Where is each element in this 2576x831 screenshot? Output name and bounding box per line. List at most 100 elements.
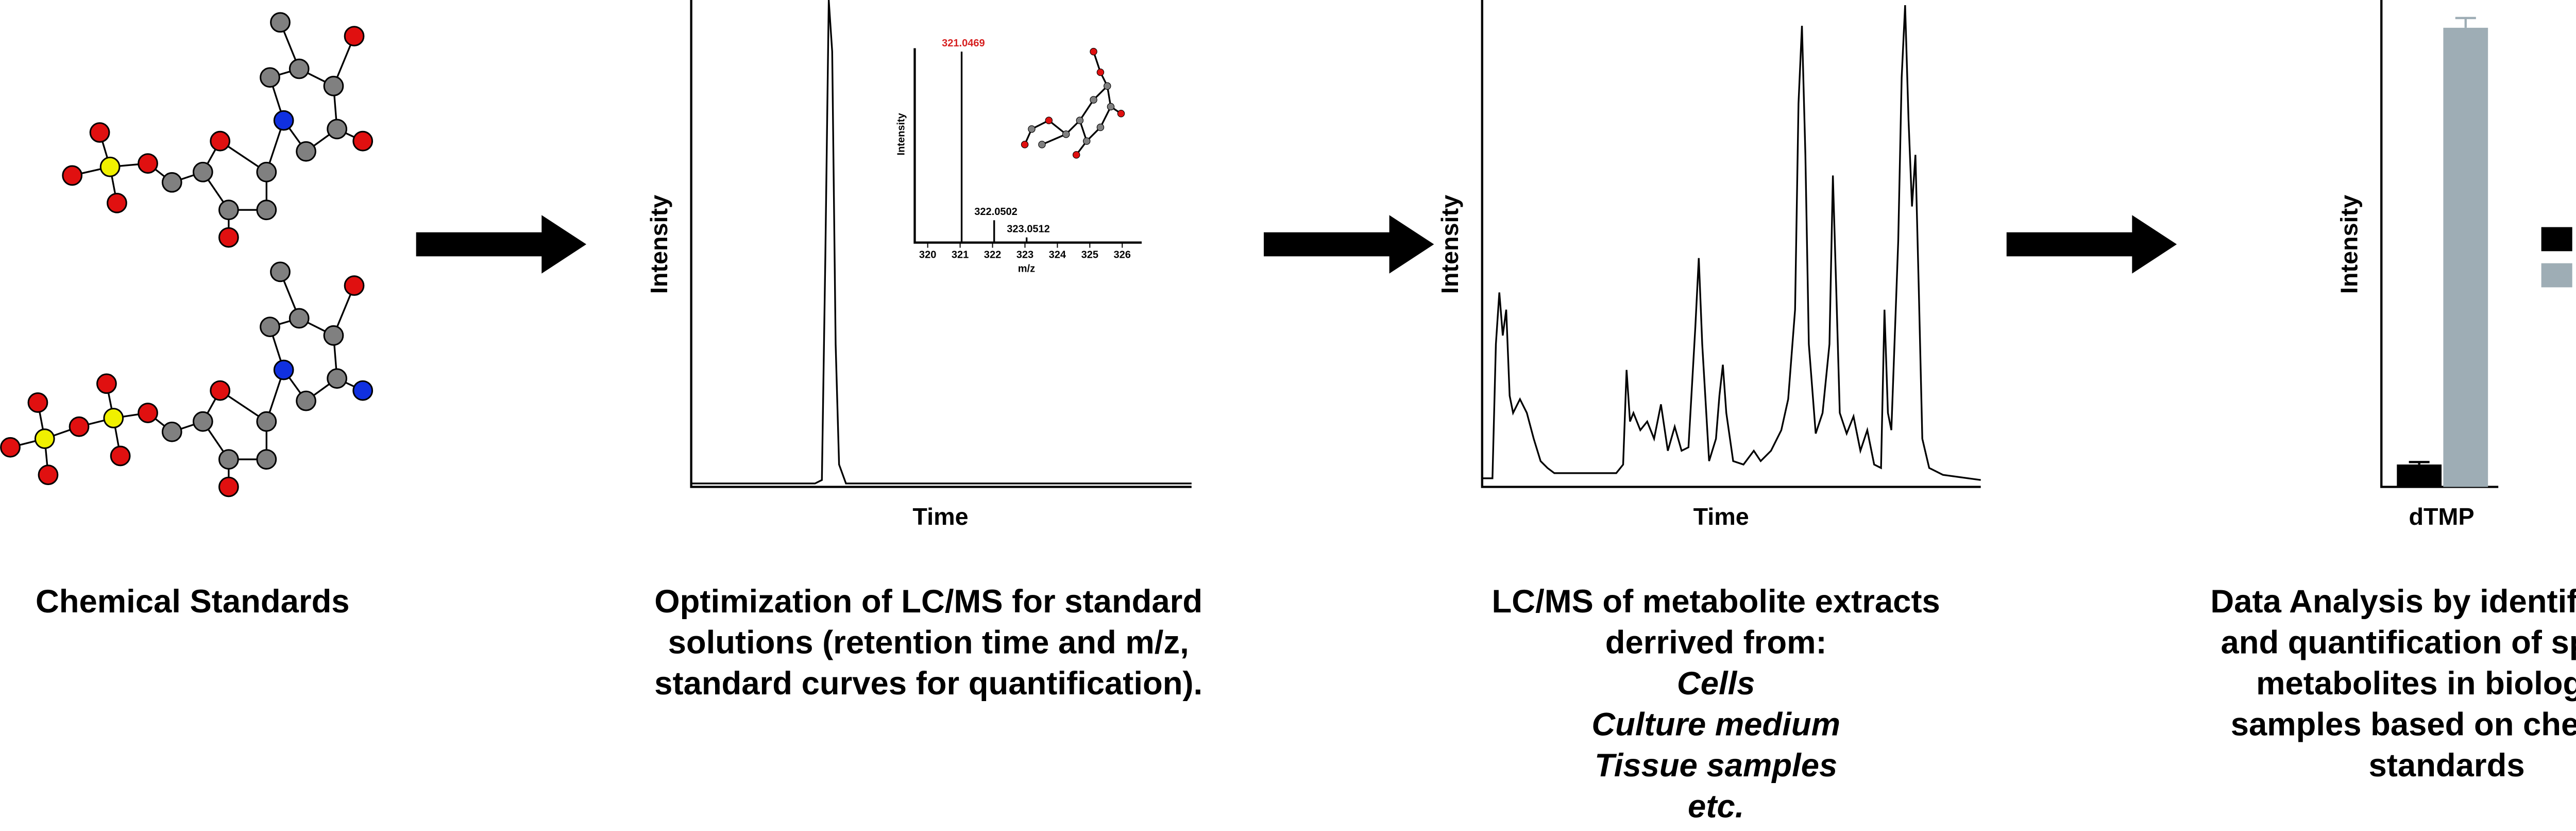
inset-x-label: m/z bbox=[1018, 263, 1035, 274]
atom bbox=[327, 119, 348, 140]
caption-line: LC/MS of metabolite extracts bbox=[1492, 584, 1940, 620]
bar bbox=[2443, 27, 2488, 487]
inset-y-label: Intensity bbox=[895, 112, 907, 155]
x-tick-label: 323 bbox=[1016, 250, 1033, 261]
atom bbox=[1045, 117, 1053, 124]
atom bbox=[1096, 68, 1105, 76]
atom bbox=[89, 122, 110, 143]
inset-axes bbox=[913, 48, 1142, 244]
atom bbox=[323, 325, 344, 346]
peak-label: 323.0512 bbox=[1007, 224, 1049, 235]
x-tick-label: 320 bbox=[919, 250, 936, 261]
atom bbox=[260, 67, 280, 88]
atom bbox=[273, 110, 294, 131]
caption-line: and quantification of specific bbox=[2221, 625, 2576, 661]
atom bbox=[107, 192, 127, 213]
atom bbox=[138, 403, 158, 423]
atom bbox=[1082, 137, 1091, 145]
peak-label: 322.0502 bbox=[974, 206, 1017, 218]
atom bbox=[218, 449, 239, 470]
caption-line: metabolites in biological bbox=[2256, 666, 2576, 702]
atom bbox=[273, 359, 294, 380]
error-bar bbox=[2409, 461, 2430, 465]
atom bbox=[1090, 96, 1097, 104]
caption-line: etc. bbox=[1688, 788, 1744, 824]
atom bbox=[138, 153, 158, 174]
atom bbox=[1096, 123, 1105, 131]
caption-line: Data Analysis by identification bbox=[2210, 584, 2576, 620]
x-tick-label: dTMP bbox=[2409, 503, 2474, 530]
atom bbox=[210, 380, 231, 401]
atom bbox=[218, 476, 239, 497]
atom bbox=[344, 26, 365, 46]
caption-line: Cells bbox=[1677, 666, 1755, 702]
atom bbox=[344, 275, 365, 296]
x-tick-label: 325 bbox=[1081, 250, 1098, 261]
peak-label: 321.0469 bbox=[942, 38, 985, 49]
atom bbox=[260, 317, 280, 338]
atom bbox=[161, 421, 182, 442]
atom bbox=[256, 200, 277, 221]
legend-swatch bbox=[2541, 263, 2572, 288]
arrow bbox=[2006, 215, 2177, 274]
atom bbox=[256, 449, 277, 470]
atom bbox=[1072, 151, 1080, 159]
atom bbox=[352, 130, 374, 152]
atom bbox=[0, 437, 21, 458]
atom bbox=[289, 308, 310, 329]
atom bbox=[1104, 82, 1111, 90]
atom bbox=[69, 416, 90, 437]
bond bbox=[1099, 106, 1112, 128]
molecules bbox=[0, 12, 374, 497]
caption-line: Optimization of LC/MS for standard bbox=[654, 584, 1202, 620]
bond bbox=[1079, 99, 1094, 121]
atom bbox=[1062, 130, 1070, 138]
caption-line: standards bbox=[2369, 747, 2525, 784]
atom bbox=[270, 261, 291, 282]
atom bbox=[1107, 103, 1115, 111]
bond bbox=[1041, 133, 1066, 145]
atom bbox=[192, 161, 213, 182]
atom bbox=[256, 161, 277, 182]
arrow bbox=[1263, 215, 1434, 274]
atom bbox=[218, 227, 239, 248]
atom bbox=[1117, 110, 1125, 118]
chromatogram-line bbox=[1482, 5, 1981, 481]
atom bbox=[1076, 117, 1084, 124]
caption-line: standard curves for quantification). bbox=[654, 666, 1202, 702]
chromatogram-line bbox=[691, 0, 1192, 485]
atom bbox=[38, 464, 59, 486]
atom bbox=[62, 165, 83, 186]
error-bar bbox=[2455, 16, 2476, 28]
atom bbox=[34, 428, 55, 449]
atom bbox=[323, 76, 344, 96]
caption-line: derrived from: bbox=[1605, 625, 1827, 661]
caption-line: Culture medium bbox=[1591, 706, 1840, 742]
atom bbox=[1021, 141, 1029, 148]
legend-swatch bbox=[2541, 227, 2572, 252]
y-axis-label: Intensity bbox=[646, 195, 672, 294]
atom bbox=[161, 172, 182, 193]
atom bbox=[1028, 125, 1036, 133]
atom bbox=[210, 130, 231, 152]
atom bbox=[103, 408, 124, 428]
arrow bbox=[416, 215, 587, 274]
caption-line: Chemical Standards bbox=[36, 584, 350, 620]
caption-line: solutions (retention time and m/z, bbox=[668, 625, 1189, 661]
atom bbox=[296, 390, 316, 411]
caption-line: samples based on chemical bbox=[2231, 706, 2576, 742]
atom bbox=[289, 58, 310, 79]
axes bbox=[1481, 0, 1981, 488]
x-tick-label: 322 bbox=[984, 250, 1001, 261]
atom bbox=[1038, 141, 1046, 148]
x-axis-label: Time bbox=[1693, 503, 1749, 530]
bar bbox=[2397, 464, 2442, 487]
atom bbox=[27, 392, 48, 413]
atom bbox=[296, 141, 316, 162]
x-tick-label: 321 bbox=[952, 250, 969, 261]
atom bbox=[352, 380, 374, 401]
inset-molecule bbox=[1021, 47, 1125, 159]
atom bbox=[218, 200, 239, 221]
